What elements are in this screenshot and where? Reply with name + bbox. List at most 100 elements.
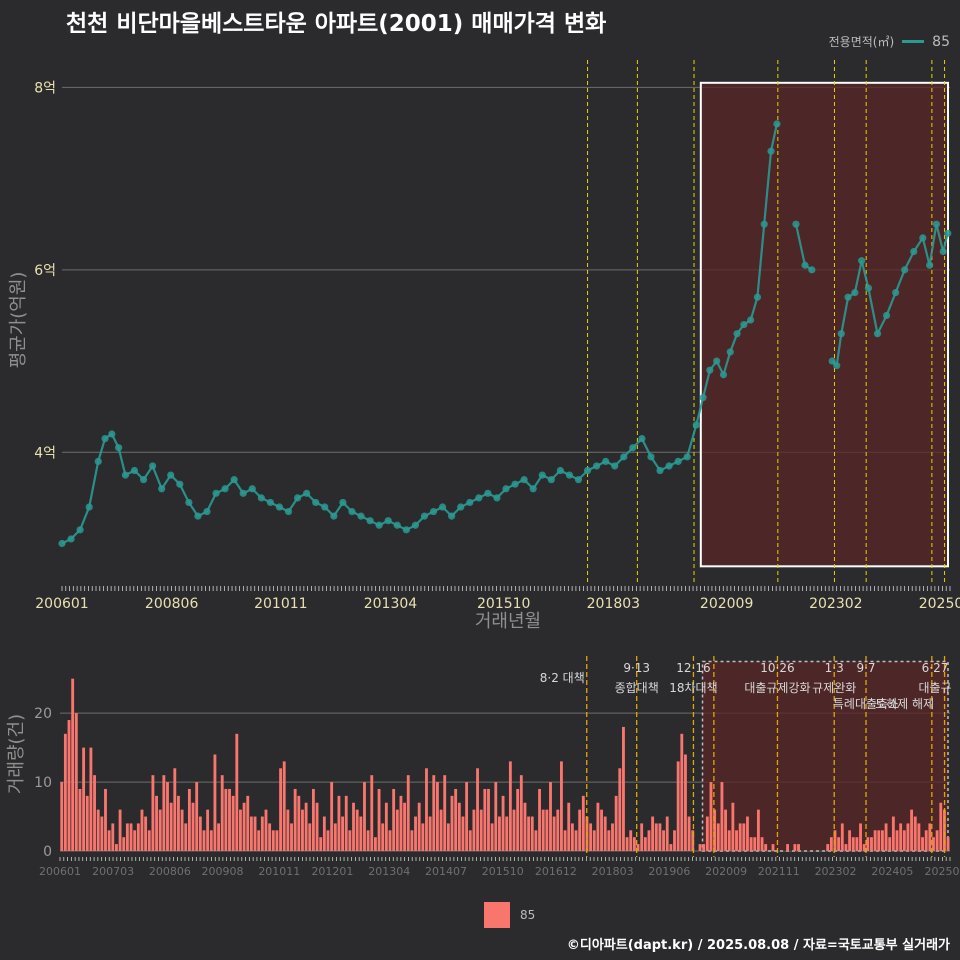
volume-bar <box>651 816 655 851</box>
volume-bar <box>746 816 749 851</box>
volume-bar <box>322 816 326 851</box>
volume-bar <box>249 816 253 851</box>
volume-bar <box>257 830 261 851</box>
price-point <box>556 466 564 475</box>
price-point <box>583 466 592 475</box>
price-point <box>538 471 546 479</box>
volume-annotation: 대출규제강화 <box>744 681 810 695</box>
volume-bar <box>840 823 844 851</box>
volume-bar <box>618 768 622 851</box>
volume-bar <box>611 823 614 851</box>
volume-bar <box>636 844 640 851</box>
price-point <box>484 489 492 497</box>
volume-legend-swatch <box>484 902 510 928</box>
volume-bar <box>691 830 695 851</box>
volume-bar <box>158 809 162 851</box>
volume-bar <box>505 816 509 851</box>
volume-bar <box>698 844 702 851</box>
price-point <box>239 489 247 497</box>
volume-bar <box>465 782 469 851</box>
volume-bar <box>264 809 268 851</box>
volume-bar <box>684 754 687 851</box>
volume-bar <box>523 802 527 851</box>
volume-bar <box>862 844 866 851</box>
volume-bar <box>676 761 680 851</box>
volume-annotation: 9·7 <box>856 661 875 675</box>
volume-bar <box>348 830 352 851</box>
volume-legend: 85 <box>484 902 535 928</box>
price-x-tick-label: 200806 <box>145 596 199 612</box>
volume-bar <box>560 761 563 851</box>
price-point <box>420 512 429 520</box>
volume-bar <box>93 775 96 851</box>
volume-annotation: 6·27 <box>922 661 949 675</box>
price-point <box>375 521 383 529</box>
volume-bar <box>906 823 910 851</box>
volume-annotation: 18차대책 <box>669 680 717 695</box>
price-point <box>706 366 714 374</box>
volume-bar <box>198 816 202 851</box>
price-point <box>665 462 673 470</box>
volume-bar <box>228 788 231 851</box>
volume-bar <box>388 830 392 851</box>
price-x-tick-label: 201011 <box>254 596 307 612</box>
volume-bar <box>622 726 625 851</box>
price-point <box>602 457 610 466</box>
volume-bar <box>344 795 348 851</box>
volume-bar <box>286 809 290 851</box>
price-point <box>611 462 619 470</box>
volume-bar <box>848 830 852 851</box>
price-point <box>767 147 775 155</box>
volume-bar <box>833 830 837 851</box>
volume-bar <box>67 720 71 851</box>
price-point <box>547 476 555 484</box>
volume-bar <box>884 823 888 851</box>
price-x-axis-label: 거래년월 <box>475 611 541 632</box>
volume-bar <box>279 768 282 851</box>
volume-bar <box>658 823 662 851</box>
price-point <box>919 234 927 242</box>
price-point <box>629 444 637 452</box>
price-point <box>266 498 275 507</box>
volume-y-tick-label: 0 <box>43 844 52 860</box>
volume-bar <box>498 816 501 851</box>
volume-annotation: 특례대출축소 <box>833 697 899 711</box>
price-point <box>593 462 601 470</box>
volume-bar <box>282 761 286 851</box>
volume-bar <box>301 809 304 851</box>
volume-bar <box>680 733 684 851</box>
price-point <box>339 498 347 507</box>
price-point <box>844 293 852 301</box>
volume-bar <box>501 795 505 851</box>
price-point <box>475 494 483 502</box>
volume-bar <box>935 830 939 851</box>
volume-bar <box>435 782 439 851</box>
price-point <box>726 348 734 356</box>
volume-bar <box>381 823 385 851</box>
volume-bar <box>104 788 107 851</box>
volume-bar <box>764 844 768 851</box>
price-point <box>882 311 891 320</box>
price-point <box>773 120 781 128</box>
volume-bar <box>384 802 388 851</box>
volume-bar <box>625 837 629 851</box>
price-point <box>747 316 755 324</box>
volume-bar <box>727 830 731 851</box>
volume-annotation: 종합대책 <box>615 680 659 695</box>
volume-bar <box>235 733 239 851</box>
volume-bar <box>85 795 89 851</box>
volume-bar <box>96 809 100 851</box>
price-point <box>713 357 721 365</box>
price-point <box>85 503 93 511</box>
volume-bar <box>647 830 651 851</box>
volume-annotation: 대출규 <box>918 681 951 695</box>
volume-bar <box>702 844 706 851</box>
volume-bar <box>581 795 585 851</box>
volume-bar <box>640 823 644 851</box>
price-point <box>448 512 456 520</box>
volume-bar <box>370 775 374 851</box>
volume-y-tick-label: 10 <box>34 775 52 791</box>
volume-bar <box>512 809 516 851</box>
volume-x-tick-label: 202111 <box>758 865 800 878</box>
volume-bar <box>614 795 618 851</box>
